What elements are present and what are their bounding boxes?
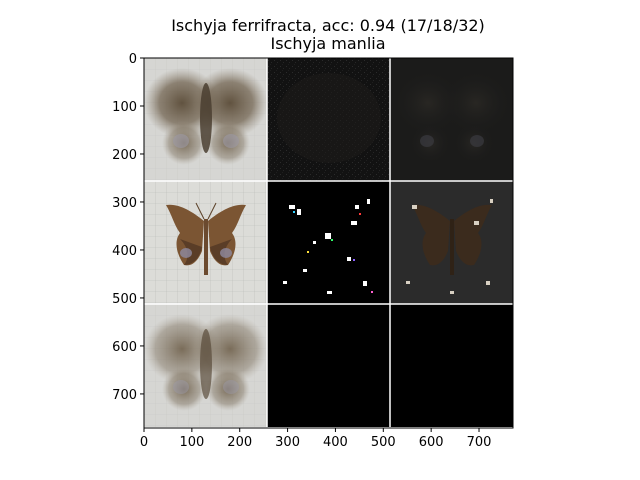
y-tick-label: 400 — [112, 244, 137, 259]
image-grid — [143, 57, 514, 429]
y-tick-label: 300 — [112, 196, 137, 211]
x-axis: 0 100 200 300 400 500 600 700 — [140, 428, 492, 450]
figure-title-line-1: Ischyja ferrifracta, acc: 0.94 (17/18/32… — [171, 16, 485, 35]
cell-r1-c1-blurred-moth — [144, 58, 267, 181]
y-tick-label: 700 — [112, 388, 137, 403]
x-tick-label: 300 — [275, 435, 300, 450]
cell-r2-c3-masked-moth — [390, 181, 513, 304]
grid-separators — [144, 58, 513, 427]
cell-r2-c2-mask-sparse — [267, 181, 390, 304]
cell-r2-c1-moth-photo — [144, 181, 267, 304]
y-tick-label: 600 — [112, 340, 137, 355]
x-tick-label: 500 — [371, 435, 396, 450]
x-tick-label: 0 — [140, 435, 148, 450]
y-tick-label: 0 — [129, 52, 137, 67]
axes-frame — [143, 57, 514, 429]
x-tick-label: 700 — [467, 435, 492, 450]
figure-title-line-2: Ischyja manlia — [270, 34, 386, 53]
y-tick-label: 500 — [112, 292, 137, 307]
cell-r3-c1-blurred-moth — [144, 304, 267, 427]
x-tick-label: 400 — [323, 435, 348, 450]
x-tick-label: 100 — [179, 435, 204, 450]
y-tick-label: 200 — [112, 148, 137, 163]
cell-r3-c3-empty — [390, 304, 513, 427]
x-tick-label: 200 — [227, 435, 252, 450]
y-axis: 0 100 200 300 400 500 600 700 — [112, 52, 144, 403]
cell-r1-c2-noise-map — [267, 58, 390, 181]
x-tick-label: 600 — [419, 435, 444, 450]
y-tick-label: 100 — [112, 100, 137, 115]
cell-r1-c3-dark-moth — [390, 58, 513, 181]
cell-r3-c2-empty — [267, 304, 390, 427]
